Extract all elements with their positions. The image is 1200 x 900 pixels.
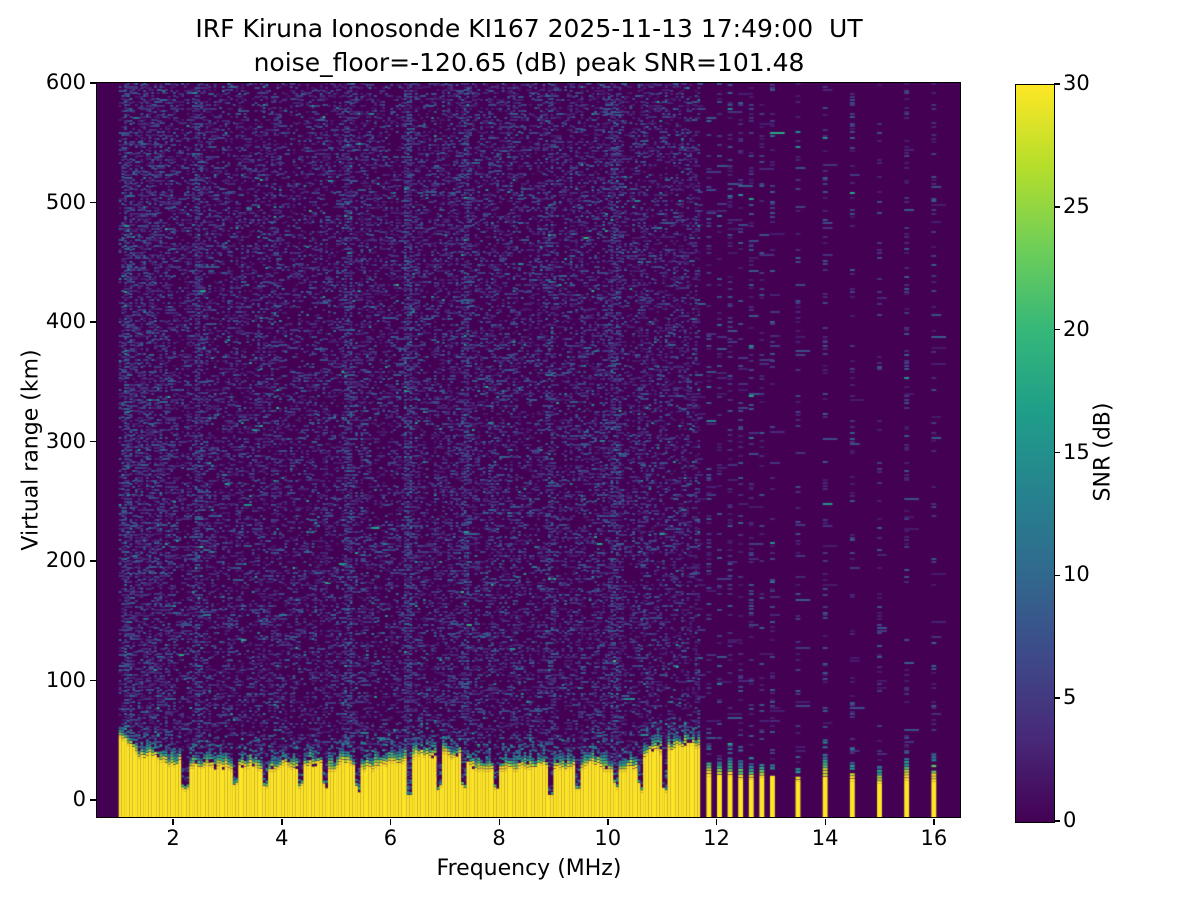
x-tick-label: 14 (811, 826, 839, 850)
x-tick-mark (498, 819, 500, 825)
x-tick-mark (389, 819, 392, 825)
y-tick-mark (90, 440, 96, 443)
colorbar-label: SNR (dB) (1090, 402, 1116, 502)
chart-subtitle: noise_floor=-120.65 (dB) peak SNR=101.48 (253, 48, 805, 77)
colorbar-tick-label: 25 (1063, 193, 1090, 218)
y-tick-label: 200 (45, 548, 86, 573)
colorbar-tick-mark (1054, 820, 1060, 822)
x-tick-label: 12 (703, 826, 730, 850)
y-tick-mark (90, 560, 96, 562)
y-tick-mark (90, 799, 96, 801)
colorbar-tick-mark (1054, 574, 1060, 577)
x-tick-mark (933, 819, 935, 825)
x-tick-mark (172, 819, 174, 825)
x-tick-mark (607, 819, 609, 825)
y-tick-label: 600 (45, 70, 86, 94)
x-tick-label: 10 (594, 826, 622, 850)
y-tick-label: 400 (45, 309, 86, 334)
colorbar-tick-label: 30 (1063, 71, 1090, 95)
x-tick-mark (824, 819, 826, 825)
y-tick-mark (90, 679, 96, 682)
y-tick-label: 0 (72, 787, 86, 812)
x-axis-label: Frequency (MHz) (436, 856, 622, 881)
x-tick-label: 8 (492, 826, 506, 850)
x-tick-mark (715, 819, 718, 825)
colorbar-tick-label: 15 (1063, 439, 1090, 464)
colorbar-tick-label: 10 (1063, 562, 1090, 587)
x-tick-label: 4 (275, 826, 289, 850)
y-tick-label: 100 (45, 667, 86, 692)
colorbar-tick-mark (1054, 206, 1060, 208)
x-tick-label: 6 (383, 826, 398, 850)
y-tick-label: 300 (45, 428, 86, 453)
y-tick-label: 500 (45, 189, 86, 214)
colorbar-tick-mark (1054, 697, 1060, 699)
y-tick-mark (90, 321, 96, 323)
x-tick-label: 2 (166, 826, 180, 850)
y-tick-mark (90, 82, 96, 84)
colorbar-tick-mark (1054, 328, 1060, 331)
colorbar-tick-mark (1054, 451, 1060, 454)
y-axis-label: Virtual range (km) (18, 349, 44, 551)
chart-title: IRF Kiruna Ionosonde KI167 2025-11-13 17… (195, 14, 863, 43)
x-tick-mark (281, 819, 283, 825)
colorbar-tick-label: 0 (1063, 808, 1077, 832)
y-tick-mark (90, 201, 96, 204)
colorbar (1015, 84, 1055, 823)
colorbar-tick-label: 5 (1063, 685, 1077, 710)
heatmap-canvas (97, 83, 961, 818)
colorbar-tick-label: 20 (1063, 316, 1090, 341)
x-tick-label: 16 (920, 826, 948, 850)
colorbar-tick-mark (1054, 83, 1060, 85)
